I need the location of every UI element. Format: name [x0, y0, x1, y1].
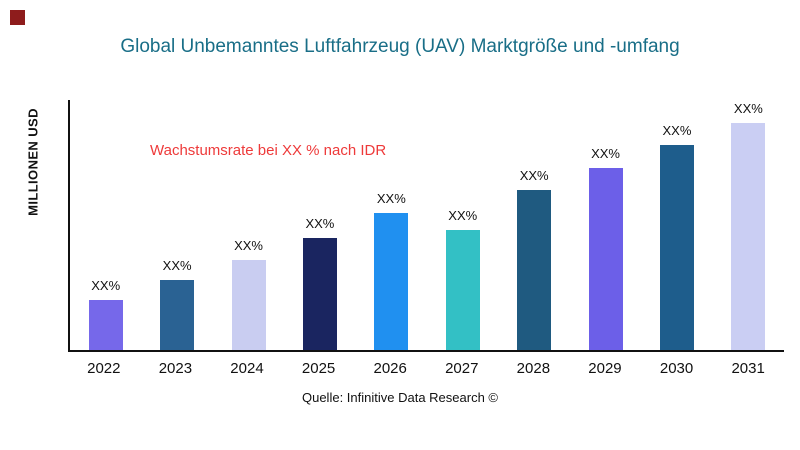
x-axis-labels: 2022 2023 2024 2025 2026 2027 2028 2029 2030 2031: [68, 356, 784, 377]
brand-mark: [10, 10, 25, 25]
bar-value-label: XX%: [234, 238, 263, 253]
bar-value-label: XX%: [91, 278, 121, 293]
bar: [445, 230, 480, 350]
x-tick-label: 2028: [516, 360, 551, 377]
bar: [88, 300, 123, 350]
bar-value-label: XX%: [448, 208, 478, 223]
bar: [374, 212, 409, 350]
bar: [731, 122, 766, 350]
bar-slot: XX%: [570, 100, 641, 350]
x-tick-label: 2030: [659, 360, 694, 377]
bar-slot: XX%: [213, 100, 284, 350]
bar: [517, 190, 552, 350]
bar: [588, 167, 623, 350]
bar-value-label: XX%: [305, 215, 335, 231]
bar-value-label: XX%: [591, 145, 620, 161]
bar-slot: XX%: [284, 100, 355, 350]
bar-slot: XX%: [356, 100, 427, 350]
bars: XX% XX% XX% XX% XX% XX% XX% XX% XX% XX%: [70, 100, 784, 350]
x-tick-label: 2029: [588, 360, 622, 377]
x-tick-label: 2024: [230, 360, 264, 377]
bar-value-label: XX%: [162, 258, 192, 273]
bar-slot: XX%: [427, 100, 498, 350]
source-attribution: Quelle: Infinitive Data Research ©: [301, 390, 498, 405]
x-tick-label: 2031: [731, 360, 765, 377]
bar-slot: XX%: [498, 100, 569, 350]
x-tick-label: 2023: [158, 360, 193, 377]
bar-value-label: XX%: [662, 123, 692, 138]
bar-value-label: XX%: [376, 190, 406, 206]
x-tick-label: 2026: [373, 360, 407, 377]
x-tick-label: 2027: [445, 360, 479, 377]
bar-value-label: XX%: [733, 100, 763, 116]
bar-slot: XX%: [713, 100, 784, 350]
x-tick-label: 2022: [87, 360, 121, 377]
bar-slot: XX%: [70, 100, 141, 350]
x-tick-label: 2025: [301, 360, 336, 377]
chart-title: Global Unbemanntes Luftfahrzeug (UAV) Ma…: [120, 36, 680, 57]
bar: [659, 145, 694, 350]
bar: [302, 237, 337, 350]
plot-area: Wachstumsrate bei XX % nach IDR XX% XX% XX…: [68, 100, 784, 352]
bar: [231, 260, 266, 350]
bar-slot: XX%: [641, 100, 712, 350]
bar-value-label: XX%: [519, 168, 549, 183]
growth-rate-annotation: Wachstumsrate bei XX % nach IDR: [150, 142, 387, 159]
bar-slot: XX%: [141, 100, 212, 350]
bar: [160, 280, 195, 350]
y-axis-label: MILLIONEN USD: [25, 108, 41, 216]
